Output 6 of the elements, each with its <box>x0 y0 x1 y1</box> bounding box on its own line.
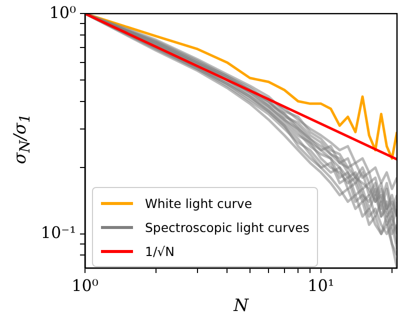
x-tick-label: 10¹ <box>308 276 334 295</box>
legend-label: White light curve <box>145 196 252 210</box>
legend-label: 1/√N <box>145 244 174 258</box>
x-axis-title: N <box>234 296 248 316</box>
legend-label: Spectroscopic light curves <box>145 220 310 234</box>
y-tick-label: 10⁻¹ <box>40 223 76 242</box>
